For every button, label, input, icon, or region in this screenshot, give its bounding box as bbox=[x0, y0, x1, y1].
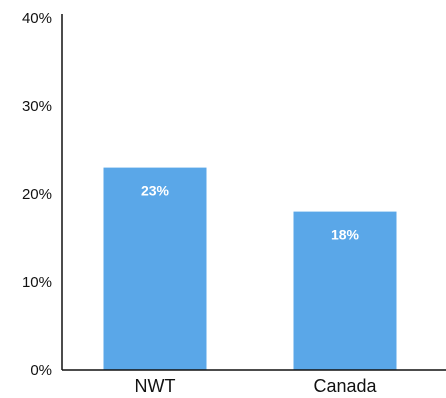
axes bbox=[61, 14, 446, 371]
x-category-label: Canada bbox=[313, 376, 377, 396]
y-tick-label: 40% bbox=[22, 10, 52, 27]
y-tick-label: 30% bbox=[22, 98, 52, 115]
x-category-label: NWT bbox=[135, 376, 176, 396]
x-axis-category-labels: NWT Canada bbox=[135, 376, 378, 396]
bar-data-label: 18% bbox=[331, 227, 360, 243]
bars: 23% 18% bbox=[103, 167, 397, 370]
bar bbox=[103, 167, 207, 370]
y-tick-label: 0% bbox=[30, 362, 52, 379]
y-axis-ticks: 0% 10% 20% 30% 40% bbox=[22, 10, 52, 379]
bar bbox=[293, 211, 397, 370]
y-tick-label: 20% bbox=[22, 186, 52, 203]
y-tick-label: 10% bbox=[22, 274, 52, 291]
bar-data-label: 23% bbox=[141, 183, 170, 199]
